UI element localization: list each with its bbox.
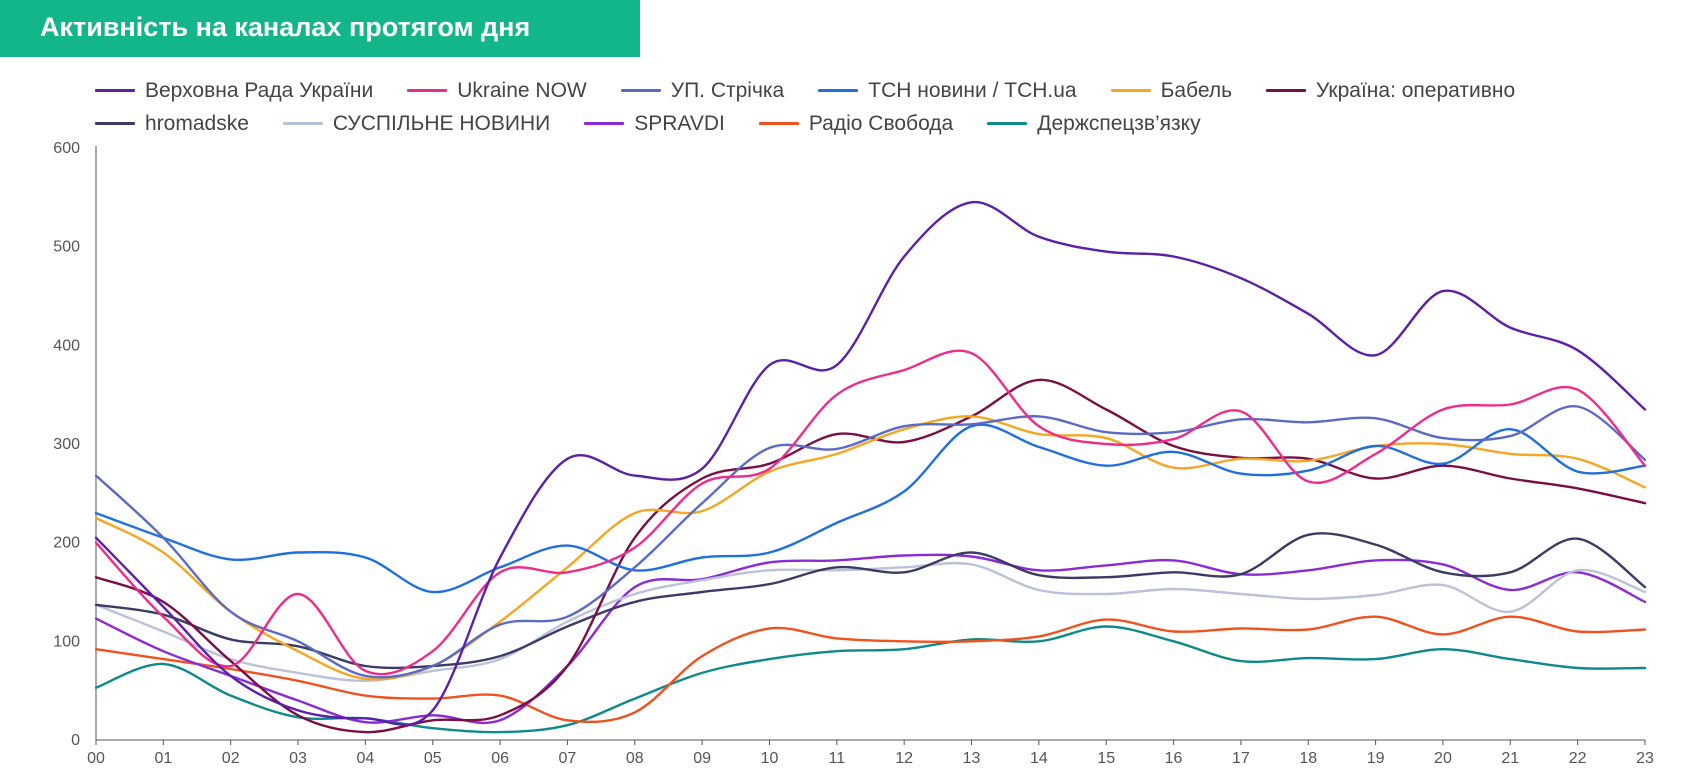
- legend-swatch: [95, 122, 135, 125]
- y-tick-label: 300: [53, 436, 80, 453]
- legend-label: СУСПІЛЬНЕ НОВИНИ: [332, 111, 551, 135]
- series-line-10: [94, 615, 1647, 724]
- series-line-8: [94, 561, 1647, 683]
- legend-label: Радіо Свобода: [808, 111, 954, 135]
- y-tick-label: 100: [53, 633, 80, 650]
- legend-swatch: [620, 89, 661, 92]
- x-tick-label: 13: [963, 750, 981, 767]
- x-tick-label: 04: [356, 750, 374, 767]
- legend-label: Бабель: [1160, 78, 1233, 102]
- x-tick-label: 05: [424, 750, 442, 767]
- chart-legend: Верховна Рада України Ukraine NOW УП. Стрі…: [95, 74, 1675, 140]
- x-tick-label: 09: [693, 750, 711, 767]
- legend-item: Верховна Рада України: [95, 79, 373, 103]
- x-tick-label: 18: [1299, 750, 1317, 767]
- y-tick-label: 0: [71, 732, 80, 749]
- legend-item: hromadske: [95, 112, 249, 136]
- series-line-4: [94, 423, 1647, 594]
- chart-title: Активність на каналах протягом дня: [40, 12, 531, 42]
- x-tick-label: 01: [154, 750, 172, 767]
- y-tick-label: 600: [53, 140, 80, 157]
- legend-label: ТСН новини / ТСН.ua: [868, 78, 1077, 102]
- legend-label: SPRAVDI: [634, 111, 725, 135]
- x-tick-label: 02: [222, 750, 240, 767]
- chart-title-banner: Активність на каналах протягом дня: [0, 0, 640, 57]
- series-line-3: [94, 405, 1647, 679]
- x-tick-label: 00: [87, 750, 105, 767]
- legend-swatch: [407, 89, 448, 92]
- legend-swatch: [584, 122, 625, 125]
- x-tick-label: 17: [1232, 750, 1250, 767]
- x-tick-label: 07: [559, 750, 577, 767]
- x-tick-label: 12: [895, 750, 913, 767]
- x-tick-label: 06: [491, 750, 509, 767]
- x-tick-label: 19: [1367, 750, 1385, 767]
- legend-label: Україна: оперативно: [1316, 78, 1516, 102]
- legend-item: Радіо Свобода: [758, 111, 954, 136]
- x-tick-label: 10: [761, 750, 779, 767]
- legend-item: ТСН новини / ТСН.ua: [818, 78, 1077, 103]
- x-tick-label: 20: [1434, 750, 1452, 767]
- y-tick-label: 400: [53, 337, 80, 354]
- x-tick-label: 11: [829, 750, 846, 767]
- legend-item: СУСПІЛЬНЕ НОВИНИ: [282, 111, 551, 136]
- legend-label: Верховна Рада України: [145, 78, 374, 102]
- legend-row: Верховна Рада України Ukraine NOW УП. Стрі…: [95, 74, 1675, 107]
- legend-label: УП. Стрічка: [670, 78, 785, 102]
- legend-label: Ukraine NOW: [457, 78, 587, 102]
- legend-swatch: [818, 89, 859, 92]
- x-tick-label: 21: [1501, 750, 1519, 767]
- x-tick-label: 14: [1030, 750, 1048, 767]
- x-tick-label: 23: [1636, 750, 1654, 767]
- legend-label: Держспецзв’язку: [1037, 111, 1201, 135]
- legend-row: hromadske СУСПІЛЬНЕ НОВИНИ SPRAVDI Радіо Св…: [95, 107, 1675, 140]
- legend-item: УП. Стрічка: [620, 78, 785, 103]
- x-tick-label: 03: [289, 750, 307, 767]
- legend-swatch: [282, 122, 323, 125]
- y-tick-label: 200: [53, 535, 80, 552]
- x-tick-label: 15: [1097, 750, 1115, 767]
- x-tick-label: 22: [1569, 750, 1587, 767]
- legend-swatch: [1266, 89, 1307, 92]
- legend-swatch: [758, 122, 799, 125]
- legend-item: SPRAVDI: [584, 112, 725, 136]
- series-line-7: [94, 532, 1647, 670]
- y-tick-label: 500: [53, 239, 80, 256]
- legend-label: hromadske: [145, 111, 249, 135]
- x-tick-label: 08: [626, 750, 644, 767]
- legend-swatch: [1110, 89, 1151, 92]
- series-line-9: [94, 553, 1647, 725]
- series-line-6: [94, 378, 1647, 734]
- series-line-1: [94, 201, 1647, 726]
- series-line-2: [94, 349, 1647, 676]
- legend-swatch: [987, 122, 1028, 125]
- legend-item: Держспецзв’язку: [987, 111, 1201, 136]
- legend-item: Україна: оперативно: [1266, 79, 1515, 103]
- legend-item: Бабель: [1110, 78, 1233, 103]
- x-tick-label: 16: [1165, 750, 1183, 767]
- legend-item: Ukraine NOW: [407, 79, 587, 103]
- legend-swatch: [95, 89, 135, 92]
